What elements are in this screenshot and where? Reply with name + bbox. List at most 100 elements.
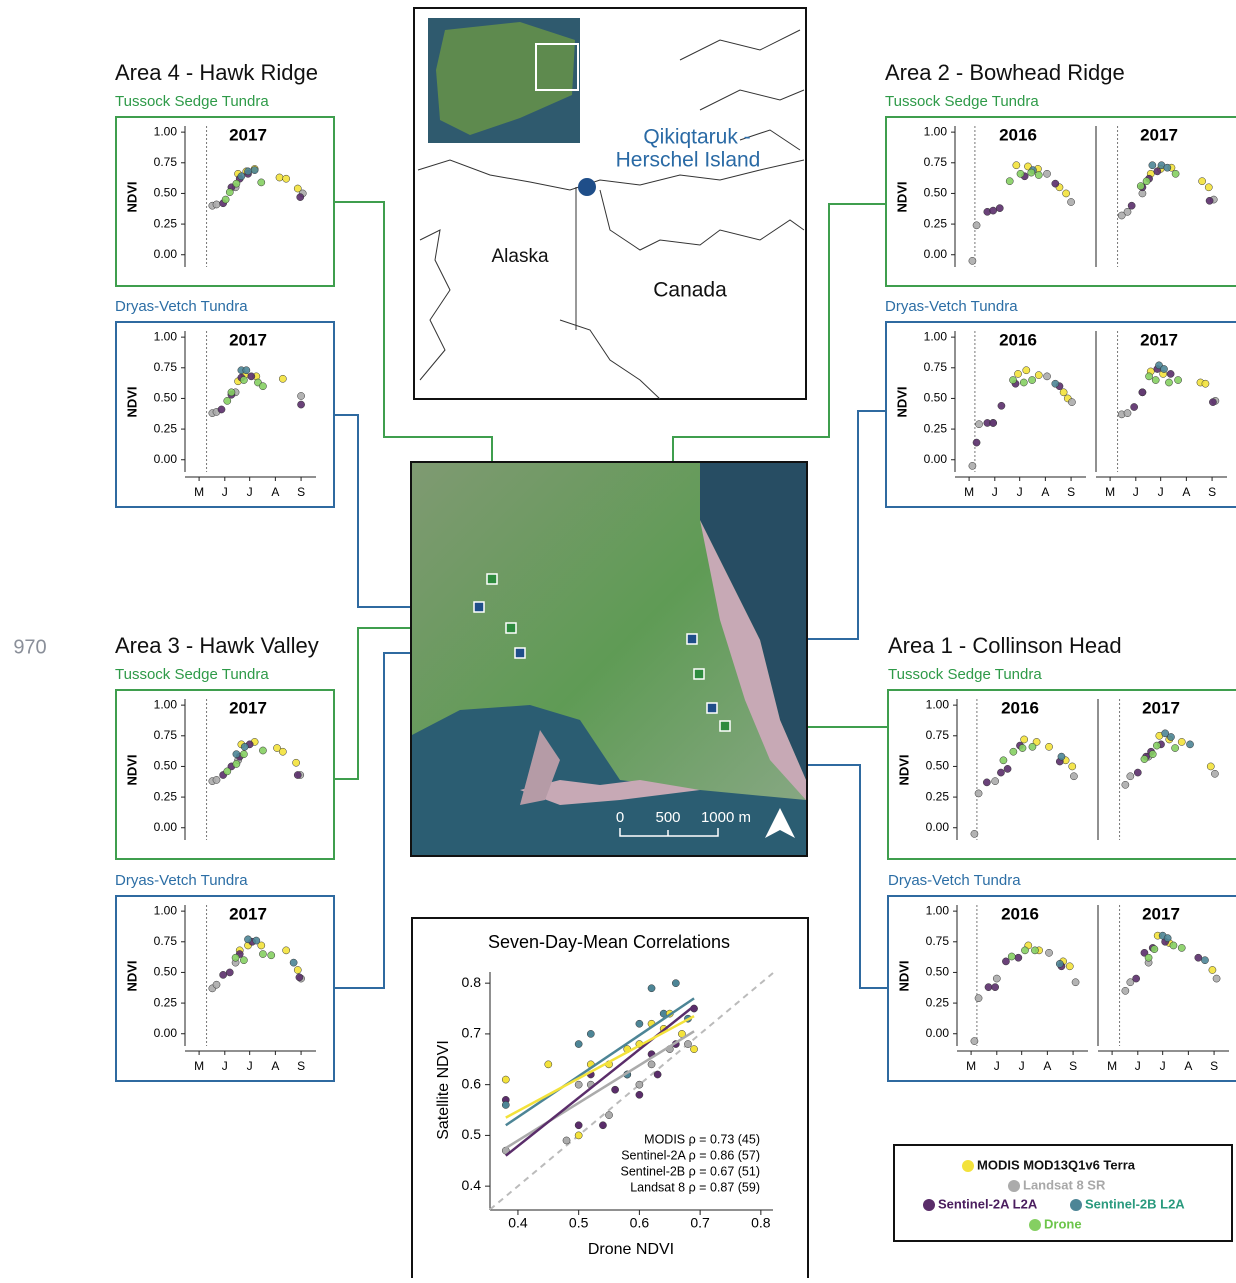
y-axis-label: NDVI [124,960,139,991]
y-tick-label: 0.7 [462,1025,482,1041]
legend-swatch [1029,1219,1041,1231]
point [648,985,655,992]
x-tick-label: J [992,485,998,499]
y-tick-label: 0.75 [154,155,178,169]
point [218,406,225,413]
x-tick-label: J [1158,485,1164,499]
point [971,1037,978,1044]
point [502,1101,509,1108]
point [1186,741,1193,748]
point [1137,182,1144,189]
point [587,1030,594,1037]
scale-label: 0 [616,809,624,826]
point [259,383,266,390]
area-title: Area 1 - Collinson Head [888,633,1122,658]
y-tick-label: 0.25 [154,995,178,1009]
point [502,1076,509,1083]
point [233,751,240,758]
point [233,760,240,767]
point [1174,376,1181,383]
point [1154,168,1161,175]
point [224,768,231,775]
y-axis-label: NDVI [896,960,911,991]
scale-label: 1000 m [701,809,751,826]
point [1128,202,1135,209]
x-tick-label: J [1133,485,1139,499]
y-tick-label: 1.00 [154,697,178,711]
legend-swatch [923,1199,935,1211]
point [1045,743,1052,750]
point [240,751,247,758]
region-label: Alaska [491,246,548,267]
point [990,207,997,214]
point [1178,944,1185,951]
y-tick-label: 0.5 [462,1126,482,1142]
y-axis-label: NDVI [124,181,139,212]
point [283,175,290,182]
point [1209,966,1216,973]
point [1008,953,1015,960]
point [998,402,1005,409]
point [1028,169,1035,176]
point [636,1020,643,1027]
point [243,367,250,374]
point [240,376,247,383]
x-tick-label: A [1184,1059,1192,1073]
legend-swatch [962,1160,974,1172]
x-tick-label: J [222,485,228,499]
annotation: Sentinel-2A ρ = 0.86 (57) [621,1148,760,1162]
point [1052,180,1059,187]
x-tick-label: S [297,485,305,499]
point [1067,198,1074,205]
point [1029,376,1036,383]
point [975,995,982,1002]
x-tick-label: 0.7 [690,1215,710,1231]
point [293,759,300,766]
y-tick-label: 0.6 [462,1075,482,1091]
point [297,194,304,201]
point [575,1040,582,1047]
y-tick-label: 0.25 [926,789,950,803]
panel-title: 2017 [1142,698,1180,717]
area-title: Area 4 - Hawk Ridge [115,60,318,85]
x-tick-label: S [297,1059,305,1073]
point [1122,987,1129,994]
point [297,401,304,408]
point [1172,170,1179,177]
point [1201,957,1208,964]
point [1211,770,1218,777]
y-tick-label: 0.00 [154,820,178,834]
point [1043,170,1050,177]
point [563,1137,570,1144]
y-tick-label: 1.00 [154,124,178,138]
x-tick-label: 0.4 [508,1215,528,1231]
point [654,1071,661,1078]
point [636,1091,643,1098]
scale-label: 500 [655,809,680,826]
point [599,1122,606,1129]
point [244,168,251,175]
point [1207,763,1214,770]
panel-title: 2016 [999,125,1037,144]
point [1010,748,1017,755]
point [1060,389,1067,396]
y-tick-label: 0.4 [462,1177,482,1193]
point [259,950,266,957]
point [1052,380,1059,387]
point [268,952,275,959]
place-label: Qikiqtaruk - [643,126,750,149]
point [1165,379,1172,386]
correlation-frame [412,918,808,1278]
y-tick-label: 0.00 [924,247,948,261]
y-tick-label: 0.25 [926,995,950,1009]
x-tick-label: J [247,1059,253,1073]
point [1152,376,1159,383]
point [240,957,247,964]
area-title: Area 3 - Hawk Valley [115,633,319,658]
habitat-label: Tussock Sedge Tundra [888,666,1042,683]
point [279,375,286,382]
y-tick-label: 0.8 [462,974,482,990]
point [226,969,233,976]
point [1021,736,1028,743]
y-axis-label: NDVI [894,181,909,212]
